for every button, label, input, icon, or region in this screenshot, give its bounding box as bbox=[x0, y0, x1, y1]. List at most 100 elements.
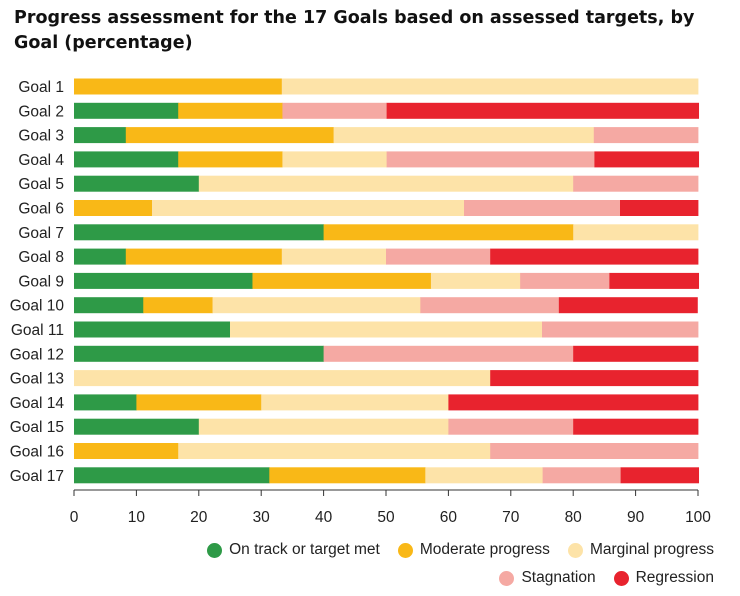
bar-segment bbox=[448, 394, 699, 411]
category-label: Goal 17 bbox=[10, 468, 64, 485]
bar-segment bbox=[74, 467, 270, 484]
bar-segment bbox=[490, 443, 699, 459]
category-labels: Goal 1 Goal 2 Goal 3 Goal 4 Goal 5 Goal 6 Goal… bbox=[10, 79, 65, 485]
bar-segment bbox=[74, 102, 179, 119]
category-label: Goal 3 bbox=[18, 128, 64, 145]
category-label: Goal 14 bbox=[10, 395, 65, 412]
bar-segment bbox=[74, 418, 200, 435]
bar-segment bbox=[74, 127, 127, 144]
bars-layer bbox=[74, 78, 700, 484]
bar-segment bbox=[281, 248, 387, 265]
bar-segment bbox=[74, 248, 127, 265]
bar-segment bbox=[74, 297, 144, 314]
category-label: Goal 9 bbox=[18, 273, 64, 290]
bar-segment bbox=[74, 200, 153, 216]
bar-segment bbox=[282, 102, 388, 119]
x-tick-label: 70 bbox=[502, 509, 520, 526]
bar-segment bbox=[74, 394, 137, 411]
bar-segment bbox=[74, 175, 200, 192]
bar-segment bbox=[74, 370, 491, 387]
legend-item: Moderate progress bbox=[397, 541, 550, 559]
legend-item: Marginal progress bbox=[567, 541, 714, 559]
legend-label: On track or target met bbox=[229, 541, 380, 558]
bar-segment bbox=[386, 248, 491, 265]
bar-segment bbox=[74, 78, 283, 95]
category-label: Goal 5 bbox=[18, 176, 64, 193]
bar-segment bbox=[212, 297, 421, 314]
category-label: Goal 10 bbox=[10, 298, 65, 315]
bar-segment bbox=[558, 297, 698, 314]
category-label: Goal 1 bbox=[18, 79, 64, 96]
x-tick-label: 20 bbox=[190, 509, 208, 526]
category-label: Goal 7 bbox=[18, 225, 64, 242]
bar-segment bbox=[333, 127, 595, 144]
x-tick-label: 100 bbox=[685, 509, 711, 526]
legend-swatch bbox=[567, 542, 583, 558]
bar-segment bbox=[386, 151, 595, 168]
chart-title: Progress assessment for the 17 Goals bas… bbox=[14, 8, 695, 53]
legend-item: On track or target met bbox=[207, 541, 380, 559]
bar-segment bbox=[269, 467, 426, 484]
bar-segment bbox=[490, 248, 699, 265]
x-tick-label: 40 bbox=[315, 509, 333, 526]
x-tick-label: 80 bbox=[565, 509, 583, 526]
bar-segment bbox=[430, 272, 521, 289]
bar-segment bbox=[136, 394, 262, 411]
bar-segment bbox=[620, 467, 700, 484]
bar-segment bbox=[261, 394, 449, 411]
bar-segment bbox=[74, 345, 324, 362]
category-label: Goal 16 bbox=[10, 444, 64, 461]
bar-segment bbox=[593, 127, 699, 144]
bar-segment bbox=[282, 151, 388, 168]
bar-segment bbox=[573, 345, 699, 362]
bar-segment bbox=[609, 272, 700, 289]
bar-segment bbox=[74, 151, 179, 168]
bar-segment bbox=[152, 200, 465, 216]
bar-segment bbox=[542, 467, 622, 484]
bar-segment bbox=[74, 321, 231, 338]
bar-segment bbox=[323, 345, 574, 362]
category-label: Goal 4 bbox=[18, 152, 64, 169]
bar-segment bbox=[420, 297, 560, 314]
bar-segment bbox=[464, 200, 621, 216]
bar-segment bbox=[425, 467, 544, 484]
category-label: Goal 6 bbox=[18, 201, 64, 218]
bar-segment bbox=[125, 127, 334, 144]
legend-row-1: On track or target met Moderate progress M… bbox=[189, 541, 714, 559]
legend-swatch bbox=[499, 570, 515, 586]
bar-segment bbox=[620, 200, 699, 216]
category-label: Goal 13 bbox=[10, 371, 64, 388]
x-tick-label: 60 bbox=[440, 509, 458, 526]
bar-segment bbox=[198, 418, 449, 435]
legend-item: Regression bbox=[613, 569, 714, 587]
legend-swatch bbox=[397, 542, 413, 558]
bar-segment bbox=[573, 175, 699, 192]
bar-segment bbox=[178, 151, 283, 168]
x-tick-label: 90 bbox=[627, 509, 645, 526]
category-label: Goal 12 bbox=[10, 346, 64, 363]
legend-row-2: Stagnation Regression bbox=[481, 569, 714, 587]
x-tick-label: 30 bbox=[253, 509, 271, 526]
bar-segment bbox=[230, 321, 543, 338]
bar-segment bbox=[594, 151, 700, 168]
bar-segment bbox=[573, 418, 699, 435]
stacked-bar-chart: Goal 1 Goal 2 Goal 3 Goal 4 Goal 5 Goal 6 Goal… bbox=[10, 78, 711, 526]
bar-segment bbox=[323, 224, 574, 241]
bar-segment bbox=[490, 370, 699, 387]
category-label: Goal 8 bbox=[18, 249, 64, 266]
bar-segment bbox=[125, 248, 283, 265]
bar-segment bbox=[252, 272, 432, 289]
x-tick-label: 10 bbox=[128, 509, 146, 526]
category-label: Goal 11 bbox=[11, 322, 64, 339]
x-tick-label: 50 bbox=[377, 509, 395, 526]
legend-label: Stagnation bbox=[521, 569, 596, 586]
bar-segment bbox=[178, 102, 283, 119]
bar-segment bbox=[178, 443, 491, 459]
bar-segment bbox=[198, 175, 574, 192]
bar-segment bbox=[542, 321, 699, 338]
bar-segment bbox=[448, 418, 574, 435]
bar-segment bbox=[74, 443, 179, 459]
bar-segment bbox=[520, 272, 610, 289]
bar-segment bbox=[74, 272, 253, 289]
bar-segment bbox=[74, 224, 324, 241]
